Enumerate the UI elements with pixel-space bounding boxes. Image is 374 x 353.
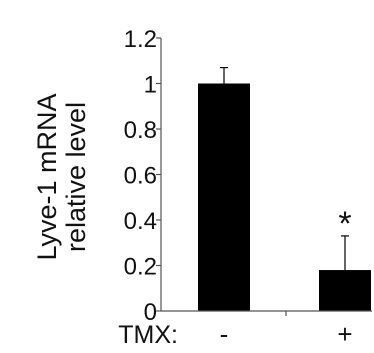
x-tick-label: - (220, 319, 229, 349)
y-axis-ticks: 0 0.2 0.4 0.6 0.8 1 1.2 (124, 26, 161, 326)
y-axis-label-line-2: relative level (61, 102, 91, 252)
significance-annotation: * (338, 205, 351, 243)
bars (198, 83, 371, 311)
bar (198, 83, 250, 311)
y-tick-label: 0 (144, 299, 157, 326)
y-tick-label: 0.4 (124, 208, 157, 235)
y-tick-label: 1.2 (124, 26, 157, 53)
x-axis-prefix: TMX: (118, 321, 178, 349)
x-tick-label: + (337, 319, 352, 349)
y-axis-title: Lyve-1 mRNA relative level (32, 93, 91, 260)
x-axis-ticks: - + (220, 311, 353, 349)
annotations: * (338, 205, 351, 243)
y-tick-label: 0.2 (124, 254, 157, 281)
y-tick-label: 1 (144, 72, 157, 99)
y-axis-label-line-1: Lyve-1 mRNA (32, 93, 62, 260)
bar (319, 270, 371, 311)
y-tick-label: 0.6 (124, 163, 157, 190)
y-tick-label: 0.8 (124, 117, 157, 144)
error-bars (220, 66, 349, 271)
